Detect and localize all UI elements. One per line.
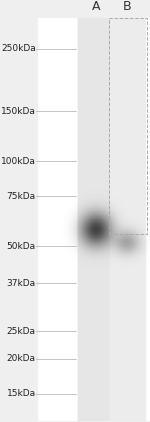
Text: B: B xyxy=(123,0,131,13)
Text: 25kDa: 25kDa xyxy=(7,327,36,336)
Text: 20kDa: 20kDa xyxy=(7,354,36,363)
Text: 50kDa: 50kDa xyxy=(7,242,36,251)
Text: 15kDa: 15kDa xyxy=(7,390,36,398)
Text: 250kDa: 250kDa xyxy=(1,44,36,53)
Bar xyxy=(109,18,147,234)
Text: 75kDa: 75kDa xyxy=(7,192,36,201)
Text: 150kDa: 150kDa xyxy=(1,107,36,116)
Text: 100kDa: 100kDa xyxy=(1,157,36,165)
Text: A: A xyxy=(92,0,100,13)
Text: 37kDa: 37kDa xyxy=(7,279,36,287)
